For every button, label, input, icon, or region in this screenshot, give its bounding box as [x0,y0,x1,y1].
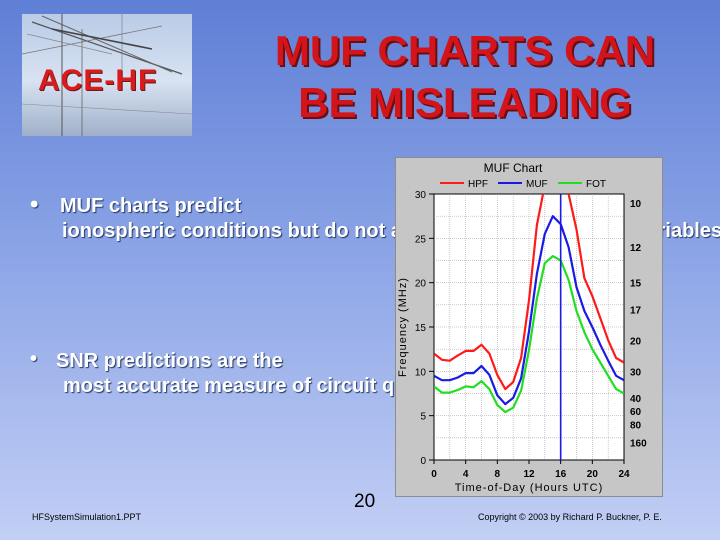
bullet-line: MUF charts predict [60,195,242,217]
series-line-hpf [434,194,624,391]
y-tick-label: 15 [415,323,427,334]
x-axis-label: Time-of-Day (Hours UTC) [455,482,604,494]
legend-label-muf: MUF [526,179,548,190]
x-tick-label: 24 [618,469,630,480]
right-axis-label: 80 [630,421,642,432]
footer-copyright: Copyright © 2003 by Richard P. Buckner, … [478,512,662,522]
right-axis-label: 30 [630,367,642,378]
y-tick-label: 10 [415,367,427,378]
muf-chart-svg: MUF Chart HPF MUF FOT 0 5 10 15 20 25 30 Frequency … [397,161,647,494]
slide-title: MUF CHARTS CAN BE MISLEADING [274,27,656,126]
y-tick-label: 25 [415,234,427,245]
bullet-symbol: • [30,348,38,370]
right-axis-label: 15 [630,279,642,290]
y-tick-label: 20 [415,279,427,290]
bullet-symbol: • [30,191,39,218]
bullet-line: most accurate measure of circuit quality… [63,375,451,397]
logo-text: ACE-HF [38,64,158,97]
x-tick-label: 4 [463,469,469,480]
y-tick-label: 0 [420,456,426,467]
right-axis-label: 10 [630,199,642,210]
muf-chart: MUF Chart HPF MUF FOT 0 5 10 15 20 25 30 Frequency … [395,157,663,497]
right-axis-label: 160 [630,438,647,449]
page-number: 20 [354,491,376,512]
x-tick-label: 20 [587,469,599,480]
right-axis-label: 60 [630,407,642,418]
x-tick-label: 8 [495,469,501,480]
right-axis-label: 40 [630,394,642,405]
series-line-muf [434,215,624,406]
ace-hf-logo: ACE-HF [22,14,192,136]
series-line-fot [434,254,624,414]
x-tick-label: 12 [523,469,535,480]
y-axis-label: Frequency (MHz) [397,277,409,377]
right-axis-label: 17 [630,305,642,316]
y-tick-label: 30 [415,190,427,201]
right-axis-label: 20 [630,336,642,347]
chart-title: MUF Chart [484,161,543,175]
x-tick-label: 0 [431,469,437,480]
antenna-illustration [22,14,192,136]
right-axis-label: 12 [630,243,642,254]
y-tick-label: 5 [420,412,426,423]
legend-label-hpf: HPF [468,179,488,190]
x-tick-label: 16 [555,469,567,480]
footer-filename: HFSystemSimulation1.PPT [32,512,142,522]
bullet-line: SNR predictions are the [56,350,283,372]
legend-label-fot: FOT [586,179,606,190]
